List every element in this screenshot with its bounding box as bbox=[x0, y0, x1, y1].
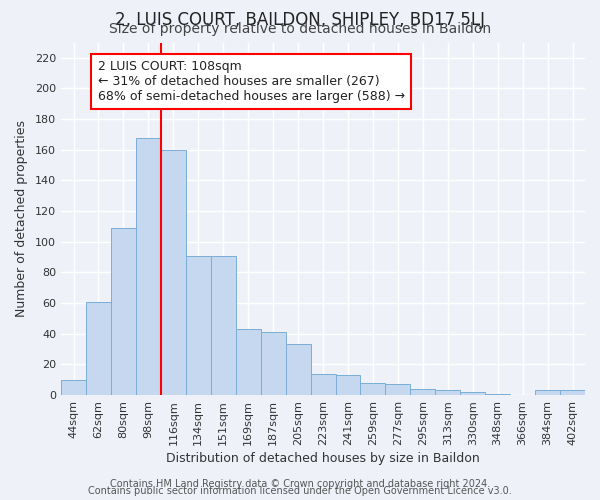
Bar bbox=[61, 380, 86, 395]
Bar bbox=[311, 374, 335, 395]
Bar bbox=[385, 384, 410, 395]
Bar bbox=[286, 344, 311, 395]
Bar bbox=[161, 150, 186, 395]
Y-axis label: Number of detached properties: Number of detached properties bbox=[15, 120, 28, 318]
Bar bbox=[211, 256, 236, 395]
Text: 2, LUIS COURT, BAILDON, SHIPLEY, BD17 5LJ: 2, LUIS COURT, BAILDON, SHIPLEY, BD17 5L… bbox=[115, 11, 485, 29]
Text: Size of property relative to detached houses in Baildon: Size of property relative to detached ho… bbox=[109, 22, 491, 36]
X-axis label: Distribution of detached houses by size in Baildon: Distribution of detached houses by size … bbox=[166, 452, 480, 465]
Bar bbox=[460, 392, 485, 395]
Bar bbox=[136, 138, 161, 395]
Bar bbox=[260, 332, 286, 395]
Bar bbox=[410, 389, 436, 395]
Bar bbox=[535, 390, 560, 395]
Text: Contains HM Land Registry data © Crown copyright and database right 2024.: Contains HM Land Registry data © Crown c… bbox=[110, 479, 490, 489]
Bar bbox=[111, 228, 136, 395]
Bar bbox=[236, 329, 260, 395]
Text: 2 LUIS COURT: 108sqm
← 31% of detached houses are smaller (267)
68% of semi-deta: 2 LUIS COURT: 108sqm ← 31% of detached h… bbox=[98, 60, 405, 103]
Bar bbox=[361, 383, 385, 395]
Text: Contains public sector information licensed under the Open Government Licence v3: Contains public sector information licen… bbox=[88, 486, 512, 496]
Bar bbox=[436, 390, 460, 395]
Bar bbox=[485, 394, 510, 395]
Bar bbox=[186, 256, 211, 395]
Bar bbox=[86, 302, 111, 395]
Bar bbox=[335, 375, 361, 395]
Bar bbox=[560, 390, 585, 395]
